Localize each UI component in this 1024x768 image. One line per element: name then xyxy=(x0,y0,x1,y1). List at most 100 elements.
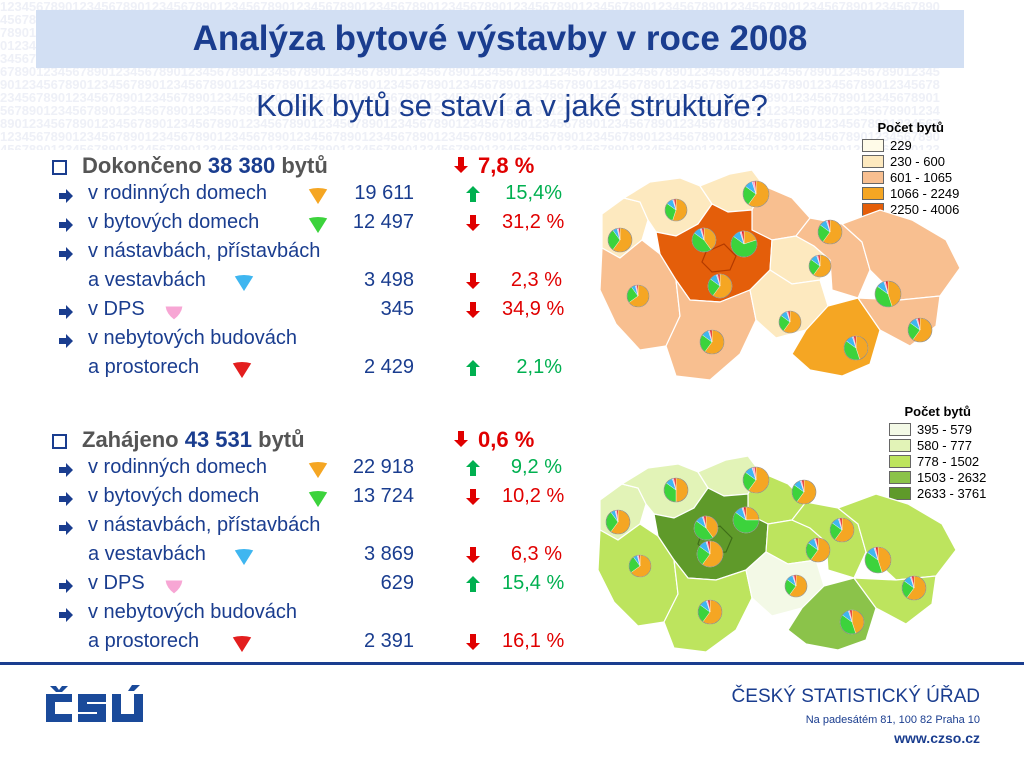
pie-outline xyxy=(732,506,760,534)
arrow-up-icon xyxy=(466,576,480,592)
arrow-down-icon xyxy=(466,302,480,318)
started-header: Zahájeno 43 531 bytů xyxy=(82,427,305,453)
region-moravskoslezsky xyxy=(840,209,961,301)
row-change: 15,4% xyxy=(505,182,562,204)
row-value: 12 497 xyxy=(352,211,414,233)
pie-outline xyxy=(805,537,831,563)
pie-outline xyxy=(901,575,927,601)
region-moravskoslezsky xyxy=(836,493,957,581)
pie-outline xyxy=(778,310,802,334)
legend-swatch xyxy=(889,470,911,484)
pie-outline xyxy=(839,609,865,635)
pie-outline xyxy=(742,180,770,208)
legend-swatch xyxy=(862,154,884,168)
pie-outline xyxy=(829,517,855,543)
legend-item: 2633 - 3761 xyxy=(889,485,986,501)
row-label: v nástavbách, přístavbách xyxy=(88,240,321,262)
org-url[interactable]: www.czso.cz xyxy=(894,730,980,746)
section-change: 7,8 % xyxy=(478,153,535,178)
page-subtitle: Kolik bytů se staví a v jaké struktuře? xyxy=(256,88,768,123)
legend-label: 1066 - 2249 xyxy=(890,185,960,201)
pie-outline xyxy=(843,335,869,361)
row-value: 629 xyxy=(380,572,414,594)
green-segment-icon xyxy=(306,213,330,237)
row-label: v bytových domech xyxy=(88,211,260,233)
pink-segment-icon xyxy=(162,300,186,324)
pie-outline xyxy=(697,599,723,625)
arrow-down-icon xyxy=(466,547,480,563)
pink-segment-icon xyxy=(162,574,186,598)
row-label: v DPS xyxy=(88,572,145,594)
legend-label: 395 - 579 xyxy=(917,421,972,437)
pie-outline xyxy=(696,540,724,568)
row-change: 10,2 % xyxy=(502,485,565,507)
green-segment-icon xyxy=(306,487,330,511)
row-label: v nástavbách, přístavbách xyxy=(88,514,321,536)
legend-item: 230 - 600 xyxy=(862,153,959,169)
legend-label: 580 - 777 xyxy=(917,437,972,453)
map-started xyxy=(597,455,957,653)
pie-outline xyxy=(626,284,650,308)
legend-item: 1503 - 2632 xyxy=(889,469,986,485)
pie-outline xyxy=(907,317,933,343)
section-unit: bytů xyxy=(258,427,305,452)
row-label: v rodinných domech xyxy=(88,182,267,204)
row-change: 2,3 % xyxy=(510,269,562,291)
arrow-right-icon xyxy=(58,492,74,506)
pie-outline xyxy=(699,329,725,355)
legend-label: 2633 - 3761 xyxy=(917,485,987,501)
row-change: 15,4 % xyxy=(502,572,565,594)
section-label: Dokončeno xyxy=(82,153,202,178)
arrow-right-icon xyxy=(58,305,74,319)
bullet-square-icon xyxy=(52,160,67,175)
legend-item: 601 - 1065 xyxy=(862,169,959,185)
arrow-right-icon xyxy=(58,521,74,535)
legend-swatch xyxy=(889,422,911,436)
arrow-up-icon xyxy=(466,360,480,376)
title-banner: Analýza bytové výstavby v roce 2008 xyxy=(36,10,964,68)
legend-label: 229 xyxy=(890,137,912,153)
pie-outline xyxy=(664,198,688,222)
arrow-right-icon xyxy=(58,218,74,232)
pie-outline xyxy=(663,477,689,503)
legend-label: 230 - 600 xyxy=(890,153,945,169)
section-unit: bytů xyxy=(281,153,328,178)
org-address: Na padesátém 81, 100 82 Praha 10 xyxy=(805,714,980,726)
arrow-up-icon xyxy=(466,460,480,476)
map-completed xyxy=(599,169,961,381)
section-total: 43 531 xyxy=(184,427,252,452)
legend-item: 229 xyxy=(862,137,959,153)
row-change: 16,1 % xyxy=(502,630,565,652)
pie-outline xyxy=(628,554,652,578)
org-name: ČESKÝ STATISTICKÝ ÚŘAD xyxy=(731,686,980,707)
legend-swatch xyxy=(889,454,911,468)
pie-outline xyxy=(691,227,717,253)
legend-label: 1503 - 2632 xyxy=(917,469,987,485)
orange-segment-icon xyxy=(306,458,330,482)
legend-title: Počet bytů xyxy=(877,120,944,135)
pie-outline xyxy=(791,479,817,505)
legend-label: 2250 - 4006 xyxy=(890,201,960,217)
arrow-down-icon xyxy=(454,157,468,173)
legend-item: 778 - 1502 xyxy=(889,453,986,469)
legend-title: Počet bytů xyxy=(904,404,971,419)
red-segment-icon xyxy=(230,358,254,382)
arrow-down-icon xyxy=(466,273,480,289)
row-value: 2 391 xyxy=(363,630,414,652)
row-label: v rodinných domech xyxy=(88,456,267,478)
row-label-continued: a vestavbách xyxy=(88,543,206,565)
row-label-continued: a prostorech xyxy=(88,630,200,652)
org-block: ČESKÝ STATISTICKÝ ÚŘAD Na padesátém 81, … xyxy=(732,686,980,746)
row-change: 34,9 % xyxy=(502,298,565,320)
pie-outline xyxy=(808,254,832,278)
row-value: 345 xyxy=(380,298,414,320)
arrow-down-icon xyxy=(466,215,480,231)
row-value: 3 498 xyxy=(363,269,414,291)
legend-swatch xyxy=(889,438,911,452)
row-change: 9,2 % xyxy=(510,456,562,478)
row-label: v DPS xyxy=(88,298,145,320)
legend-label: 601 - 1065 xyxy=(890,169,953,185)
csu-logo xyxy=(42,684,150,729)
row-change: 31,2 % xyxy=(502,211,565,233)
row-label-continued: a prostorech xyxy=(88,356,200,378)
